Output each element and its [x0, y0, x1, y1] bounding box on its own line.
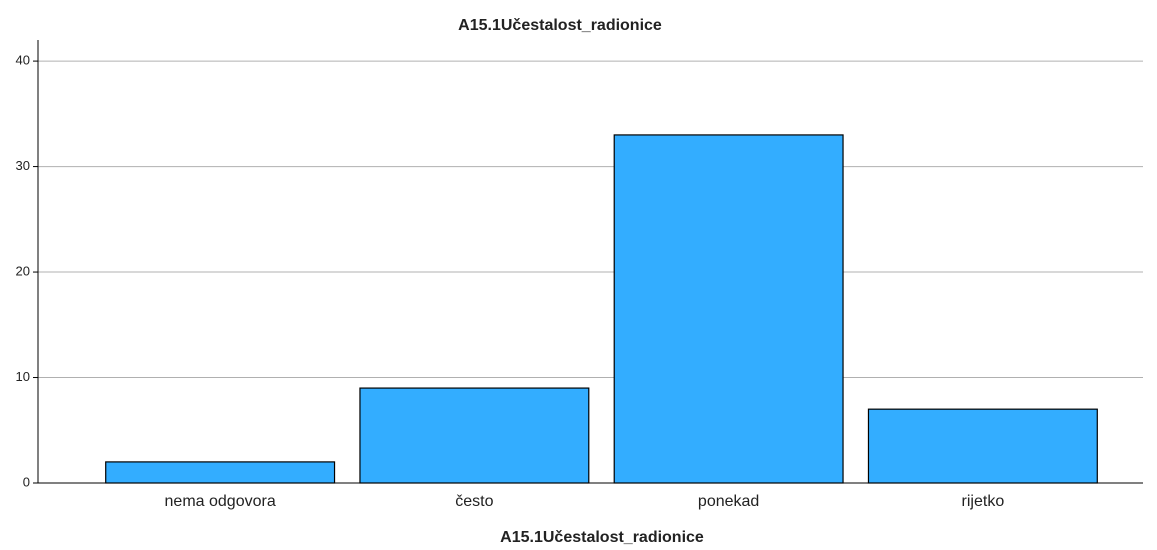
bar	[867, 408, 1098, 484]
x-tick-label: često	[455, 493, 493, 510]
y-tick-label: 0	[23, 474, 30, 489]
x-axis-label: A15.1Učestalost_radionice	[500, 529, 704, 546]
chart-title: A15.1Učestalost_radionice	[458, 17, 662, 34]
y-tick-label: 10	[16, 369, 30, 384]
y-tick-label: 30	[16, 158, 30, 173]
x-tick-label: nema odgovora	[165, 493, 276, 510]
x-tick-label: rijetko	[962, 493, 1005, 510]
y-tick-label: 40	[16, 53, 30, 68]
bar	[359, 387, 590, 484]
bar	[613, 134, 844, 484]
x-tick-label: ponekad	[698, 493, 759, 510]
y-tick-label: 20	[16, 263, 30, 278]
bar	[105, 461, 336, 484]
